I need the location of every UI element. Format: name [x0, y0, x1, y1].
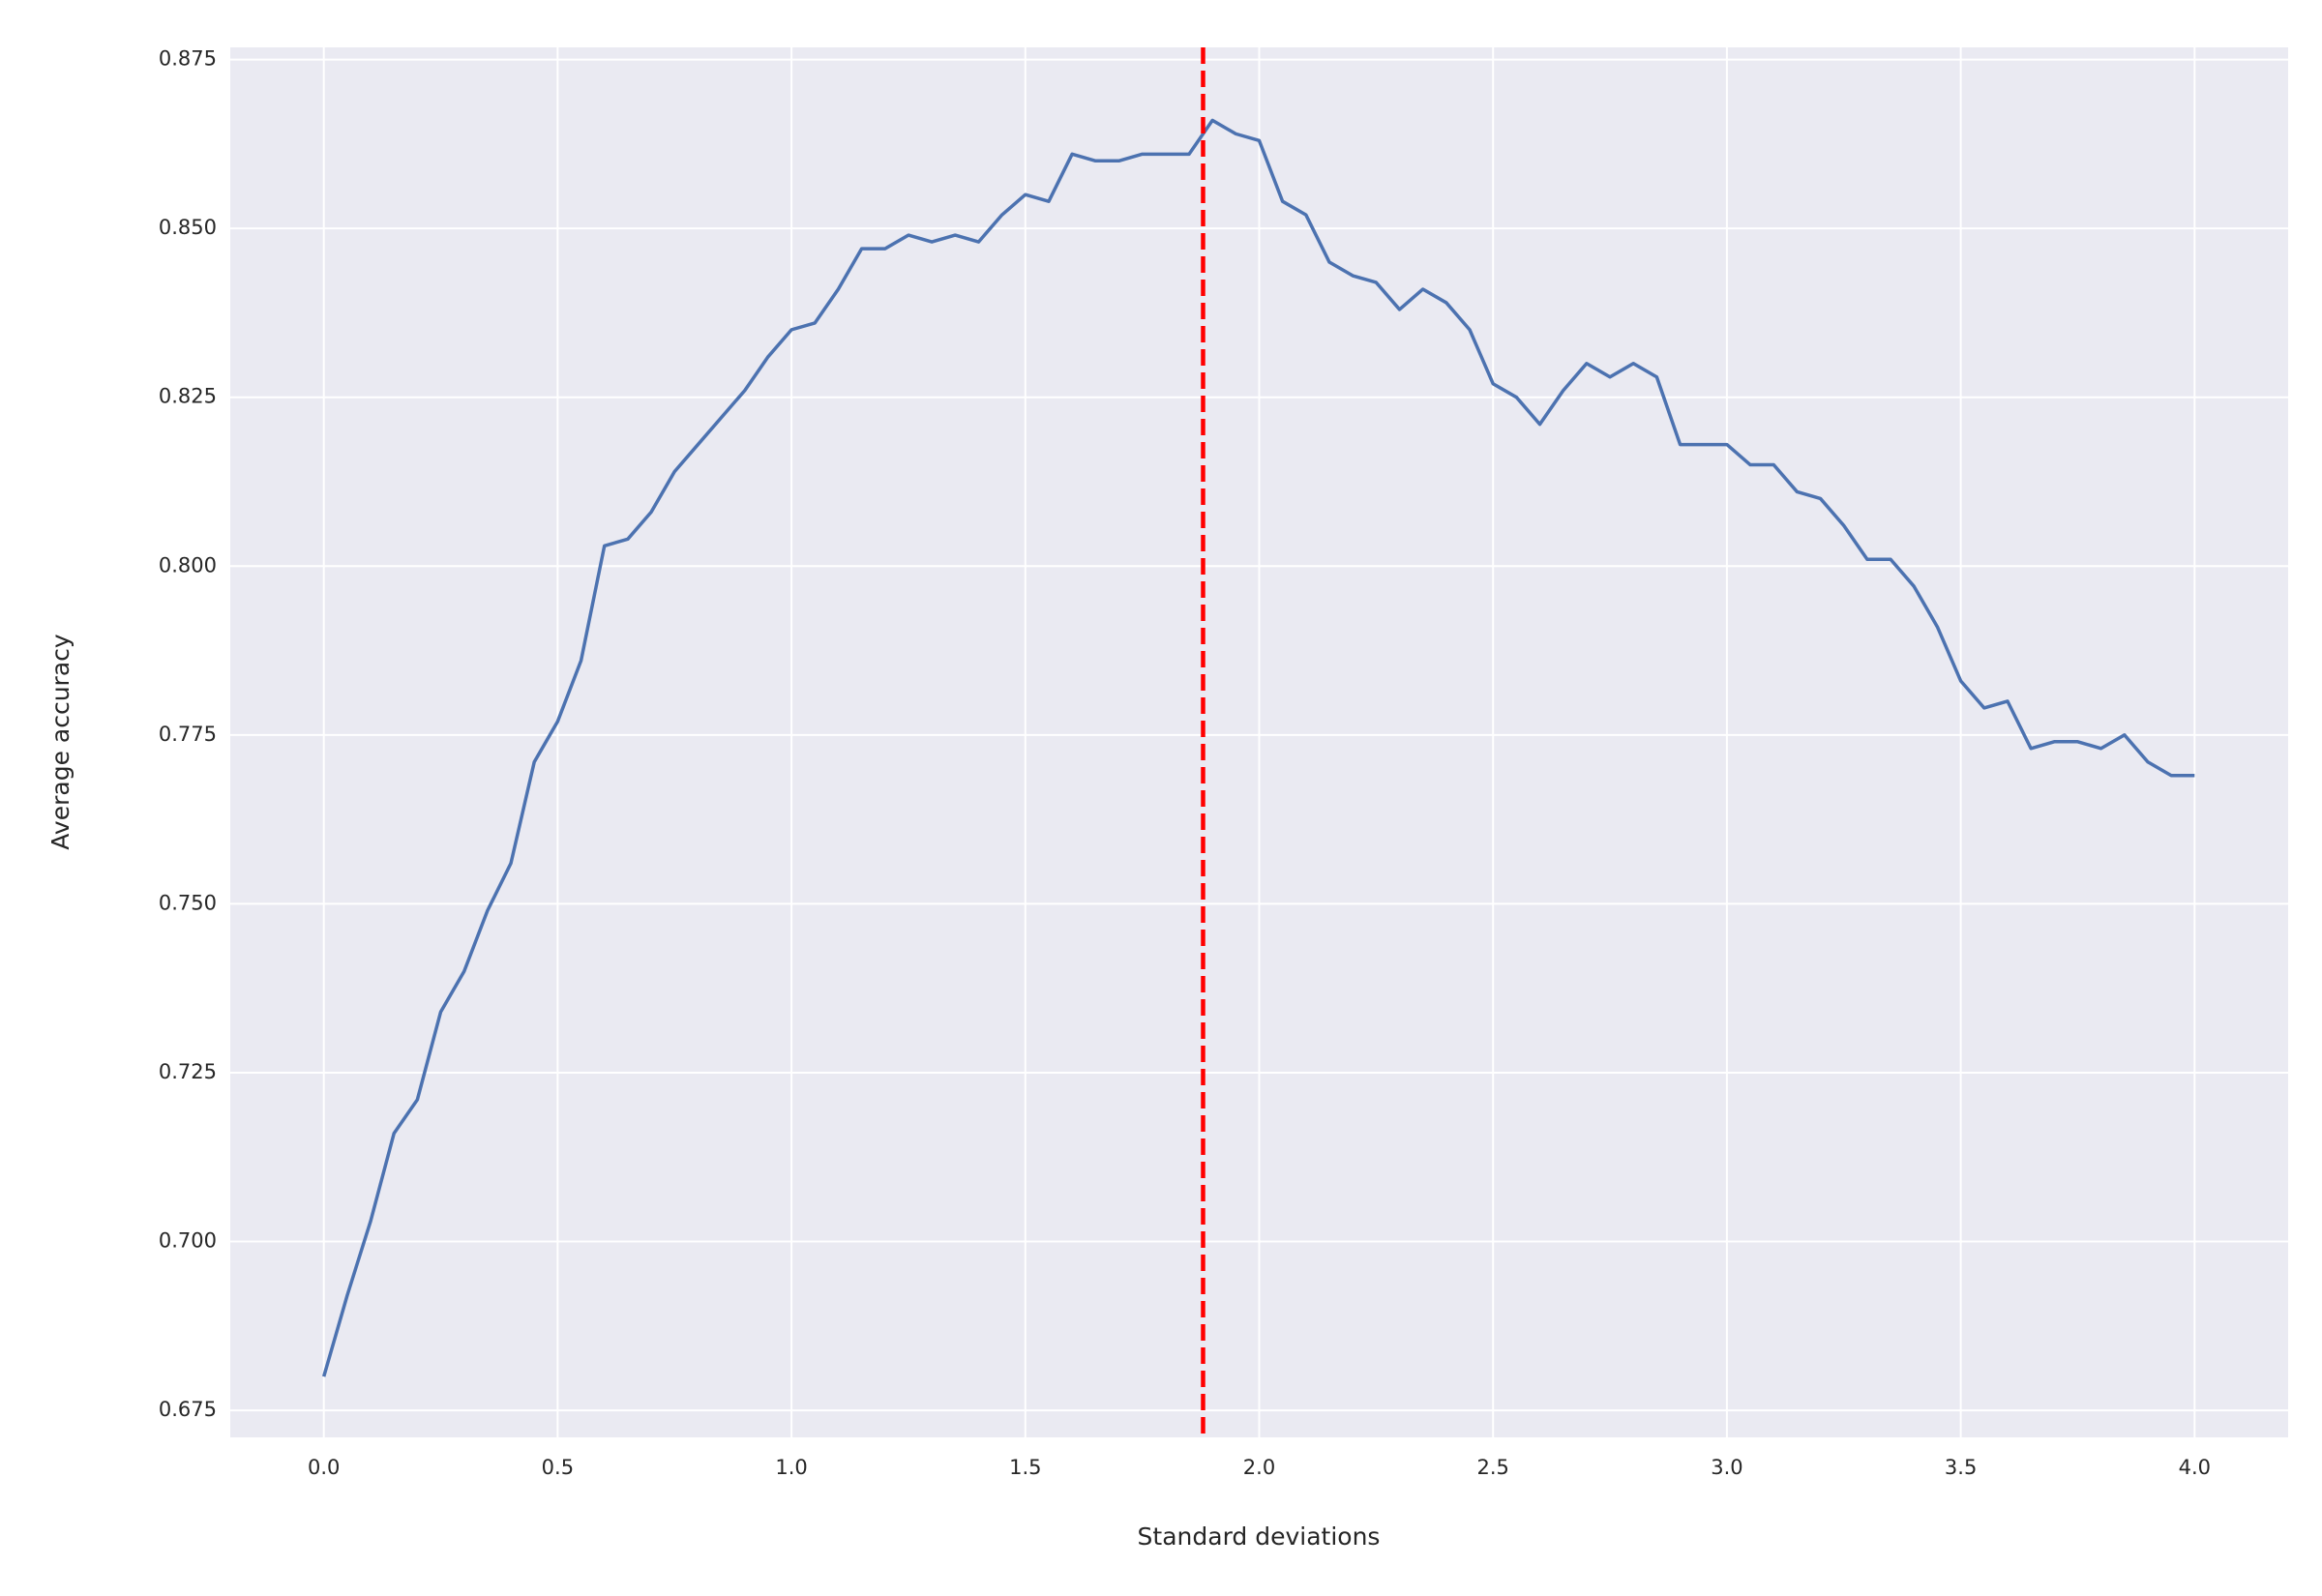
- y-tick-label: 0.750: [159, 891, 217, 914]
- x-tick-label: 2.0: [1243, 1456, 1275, 1479]
- y-tick-label: 0.700: [159, 1229, 217, 1253]
- y-tick-label: 0.775: [159, 723, 217, 746]
- x-tick-label: 1.0: [775, 1456, 807, 1479]
- y-tick-label: 0.850: [159, 216, 217, 239]
- y-tick-label: 0.725: [159, 1060, 217, 1083]
- x-tick-label: 1.5: [1009, 1456, 1041, 1479]
- line: [322, 118, 2195, 1377]
- x-tick-label: 3.5: [1945, 1456, 1977, 1479]
- x-axis-label: Standard deviations: [1138, 1522, 1381, 1551]
- x-tick-label: 4.0: [2179, 1456, 2211, 1479]
- x-tick-label: 3.0: [1711, 1456, 1742, 1479]
- x-tick-label: 0.5: [542, 1456, 574, 1479]
- y-tick-label: 0.825: [159, 385, 217, 408]
- y-tick-label: 0.800: [159, 553, 217, 576]
- y-axis-label: Average accuracy: [46, 634, 74, 850]
- y-tick-label: 0.675: [159, 1398, 217, 1421]
- x-tick-label: 2.5: [1477, 1456, 1509, 1479]
- x-tick-label: 0.0: [308, 1456, 340, 1479]
- y-tick-label: 0.875: [159, 47, 217, 71]
